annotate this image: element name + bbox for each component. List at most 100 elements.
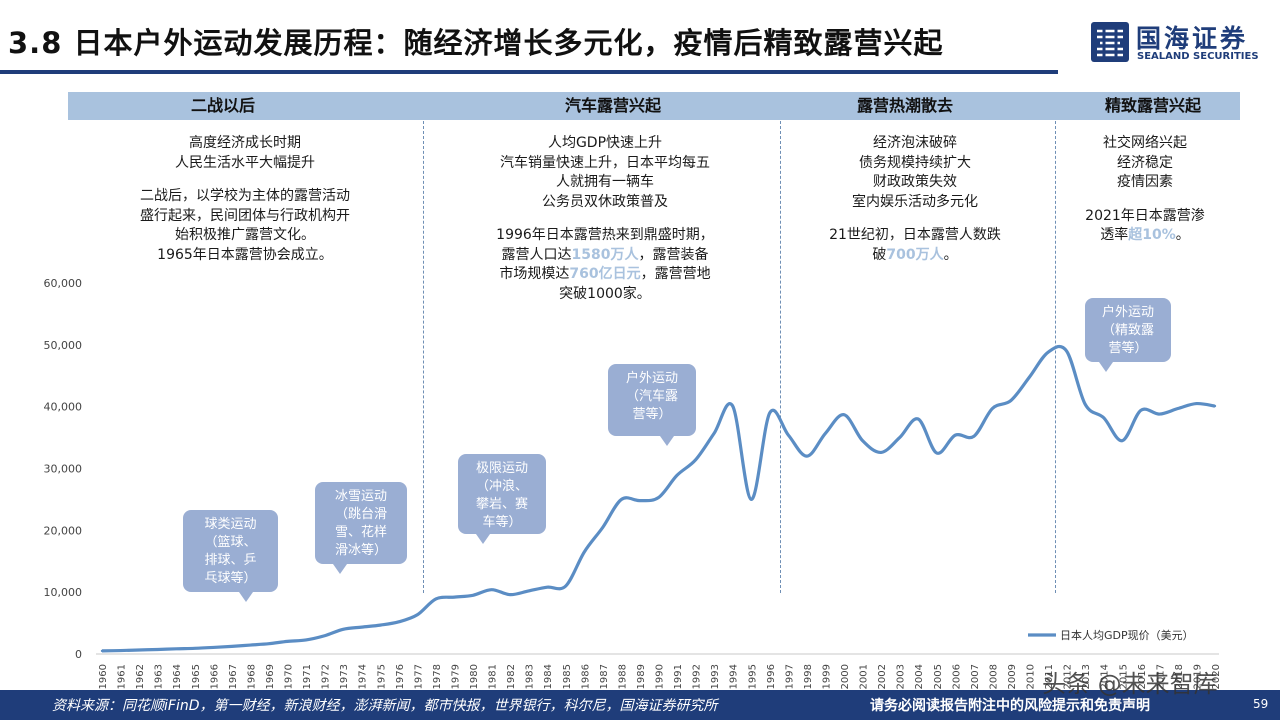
data-point bbox=[935, 451, 938, 455]
data-point bbox=[416, 613, 419, 616]
desc-line: 公务员双休政策普及 bbox=[542, 193, 668, 210]
y-tick-label: 20,000 bbox=[44, 524, 83, 537]
title-divider bbox=[0, 70, 1058, 74]
y-tick-label: 60,000 bbox=[44, 277, 83, 290]
phase-header-bar: 二战以后 汽车露营兴起 露营热潮散去 精致露营兴起 bbox=[68, 92, 1240, 120]
data-point bbox=[954, 433, 957, 437]
x-tick-label: 2004 bbox=[914, 664, 925, 689]
data-point bbox=[620, 498, 623, 501]
data-point bbox=[193, 647, 196, 650]
callout-line: （篮球、 bbox=[204, 535, 257, 550]
phase-desc-glamping: 社交网络兴起 经济稳定 疫情因素 2021年日本露营渗 透率超10%。 bbox=[1065, 134, 1225, 246]
data-point bbox=[341, 628, 345, 631]
logo-english-name: SEALAND SECURITIES bbox=[1137, 51, 1259, 62]
data-point bbox=[527, 589, 530, 593]
x-tick-label: 1979 bbox=[450, 664, 461, 689]
highlight-camping-population: 1580万人 bbox=[571, 246, 639, 263]
x-tick-label: 1965 bbox=[191, 664, 202, 689]
data-point bbox=[805, 454, 809, 458]
x-tick-label: 2018 bbox=[1174, 664, 1185, 689]
data-point bbox=[917, 417, 920, 421]
data-point bbox=[1158, 412, 1161, 416]
data-point bbox=[787, 433, 790, 437]
data-point bbox=[249, 643, 252, 647]
x-tick-label: 1971 bbox=[302, 664, 313, 689]
phase-separator bbox=[423, 121, 424, 593]
sealand-logo: 国海证券 SEALAND SECURITIES bbox=[1090, 18, 1275, 68]
data-point bbox=[898, 436, 901, 439]
phase-label-auto-camping: 汽车露营兴起 bbox=[564, 96, 661, 115]
logo-chinese-name: 国海证券 bbox=[1136, 24, 1249, 53]
desc-line: 1965年日本露营协会成立。 bbox=[157, 246, 333, 263]
x-tick-label: 1984 bbox=[543, 664, 554, 689]
y-tick-label: 30,000 bbox=[44, 463, 83, 476]
callout-line: 营等） bbox=[1108, 341, 1148, 356]
desc-line: 人民生活水平大幅提升 bbox=[175, 154, 315, 171]
x-tick-label: 1981 bbox=[488, 664, 499, 689]
data-point bbox=[175, 647, 178, 651]
callout-ball-sports: 球类运动 （篮球、 排球、乒 乓球等） bbox=[183, 510, 278, 602]
x-tick-label: 1986 bbox=[580, 664, 591, 689]
x-tick-label: 1999 bbox=[821, 664, 832, 689]
x-tick-label: 2012 bbox=[1063, 664, 1074, 689]
data-point bbox=[323, 634, 326, 637]
desc-line: 室内娱乐活动多元化 bbox=[852, 193, 978, 210]
x-tick-label: 1996 bbox=[766, 664, 777, 689]
x-tick-label: 2008 bbox=[988, 664, 999, 689]
data-point bbox=[212, 646, 215, 649]
desc-line: 始积极推广露营文化。 bbox=[175, 227, 315, 243]
x-tick-label: 1963 bbox=[154, 664, 165, 689]
data-point bbox=[1176, 407, 1180, 410]
callout-line: 营等） bbox=[632, 407, 672, 422]
data-point bbox=[1083, 402, 1087, 406]
sealand-logo-icon bbox=[1091, 22, 1129, 62]
x-tick-label: 1975 bbox=[376, 664, 387, 689]
callout-line: 冰雪运动 bbox=[334, 489, 387, 504]
desc-line: 破700万人。 bbox=[872, 246, 958, 263]
desc-line: 财政政策失效 bbox=[873, 174, 957, 190]
data-point bbox=[137, 648, 141, 652]
x-tick-label: 2007 bbox=[970, 664, 981, 689]
data-point bbox=[508, 593, 512, 596]
data-point bbox=[583, 550, 586, 554]
phase-desc-camping-decline: 经济泡沫破碎 债务规模持续扩大 财政政策失效 室内娱乐活动多元化 21世纪初，日… bbox=[790, 134, 1040, 265]
callout-auto-camping: 户外运动 （汽车露 营等） bbox=[608, 364, 696, 446]
callout-line: 户外运动 bbox=[625, 371, 678, 386]
desc-line: 经济稳定 bbox=[1117, 154, 1173, 171]
desc-line: 经济泡沫破碎 bbox=[873, 135, 957, 151]
data-point bbox=[397, 620, 400, 624]
x-tick-label: 2006 bbox=[951, 664, 962, 689]
data-point bbox=[286, 640, 289, 643]
data-point bbox=[601, 526, 605, 529]
x-tick-label: 1976 bbox=[395, 664, 406, 689]
callout-line: （精致露 bbox=[1101, 323, 1154, 338]
callout-glamping: 户外运动 （精致露 营等） bbox=[1085, 298, 1171, 372]
desc-line: 1996年日本露营热来到鼎盛时期， bbox=[496, 227, 714, 243]
x-tick-label: 1969 bbox=[265, 664, 276, 689]
x-tick-label: 2009 bbox=[1007, 664, 1018, 689]
data-point bbox=[731, 404, 734, 408]
data-point bbox=[230, 645, 234, 648]
desc-line: 疫情因素 bbox=[1117, 174, 1173, 190]
x-tick-label: 2003 bbox=[896, 664, 907, 689]
data-point bbox=[657, 496, 660, 499]
data-point bbox=[861, 439, 864, 442]
callout-line: 滑冰等） bbox=[334, 543, 387, 558]
data-point bbox=[1195, 402, 1198, 405]
desc-line: 社交网络兴起 bbox=[1103, 135, 1187, 151]
data-point bbox=[694, 458, 697, 462]
x-tick-label: 1997 bbox=[784, 664, 795, 689]
x-tick-label: 1962 bbox=[135, 664, 146, 689]
callout-ice-snow-sports: 冰雪运动 （跳台滑 雪、花样 滑冰等） bbox=[315, 482, 407, 574]
x-tick-label: 2014 bbox=[1100, 664, 1111, 689]
watermark-text: 头条 @未来智库 bbox=[1042, 670, 1218, 698]
disclaimer-link[interactable]: 请务必阅读报告附注中的风险提示和免责声明 bbox=[870, 698, 1150, 714]
x-tick-label: 1980 bbox=[469, 664, 480, 689]
data-source-note: 资料来源：同花顺iFinD，第一财经，新浪财经，澎湃新闻，都市快报，世界银行，科… bbox=[52, 698, 718, 714]
data-point bbox=[267, 642, 271, 645]
x-tick-label: 1991 bbox=[673, 664, 684, 689]
x-tick-label: 1985 bbox=[562, 664, 573, 689]
footer-bar bbox=[0, 690, 1280, 720]
x-tick-label: 1960 bbox=[98, 664, 109, 689]
data-point bbox=[564, 584, 567, 588]
